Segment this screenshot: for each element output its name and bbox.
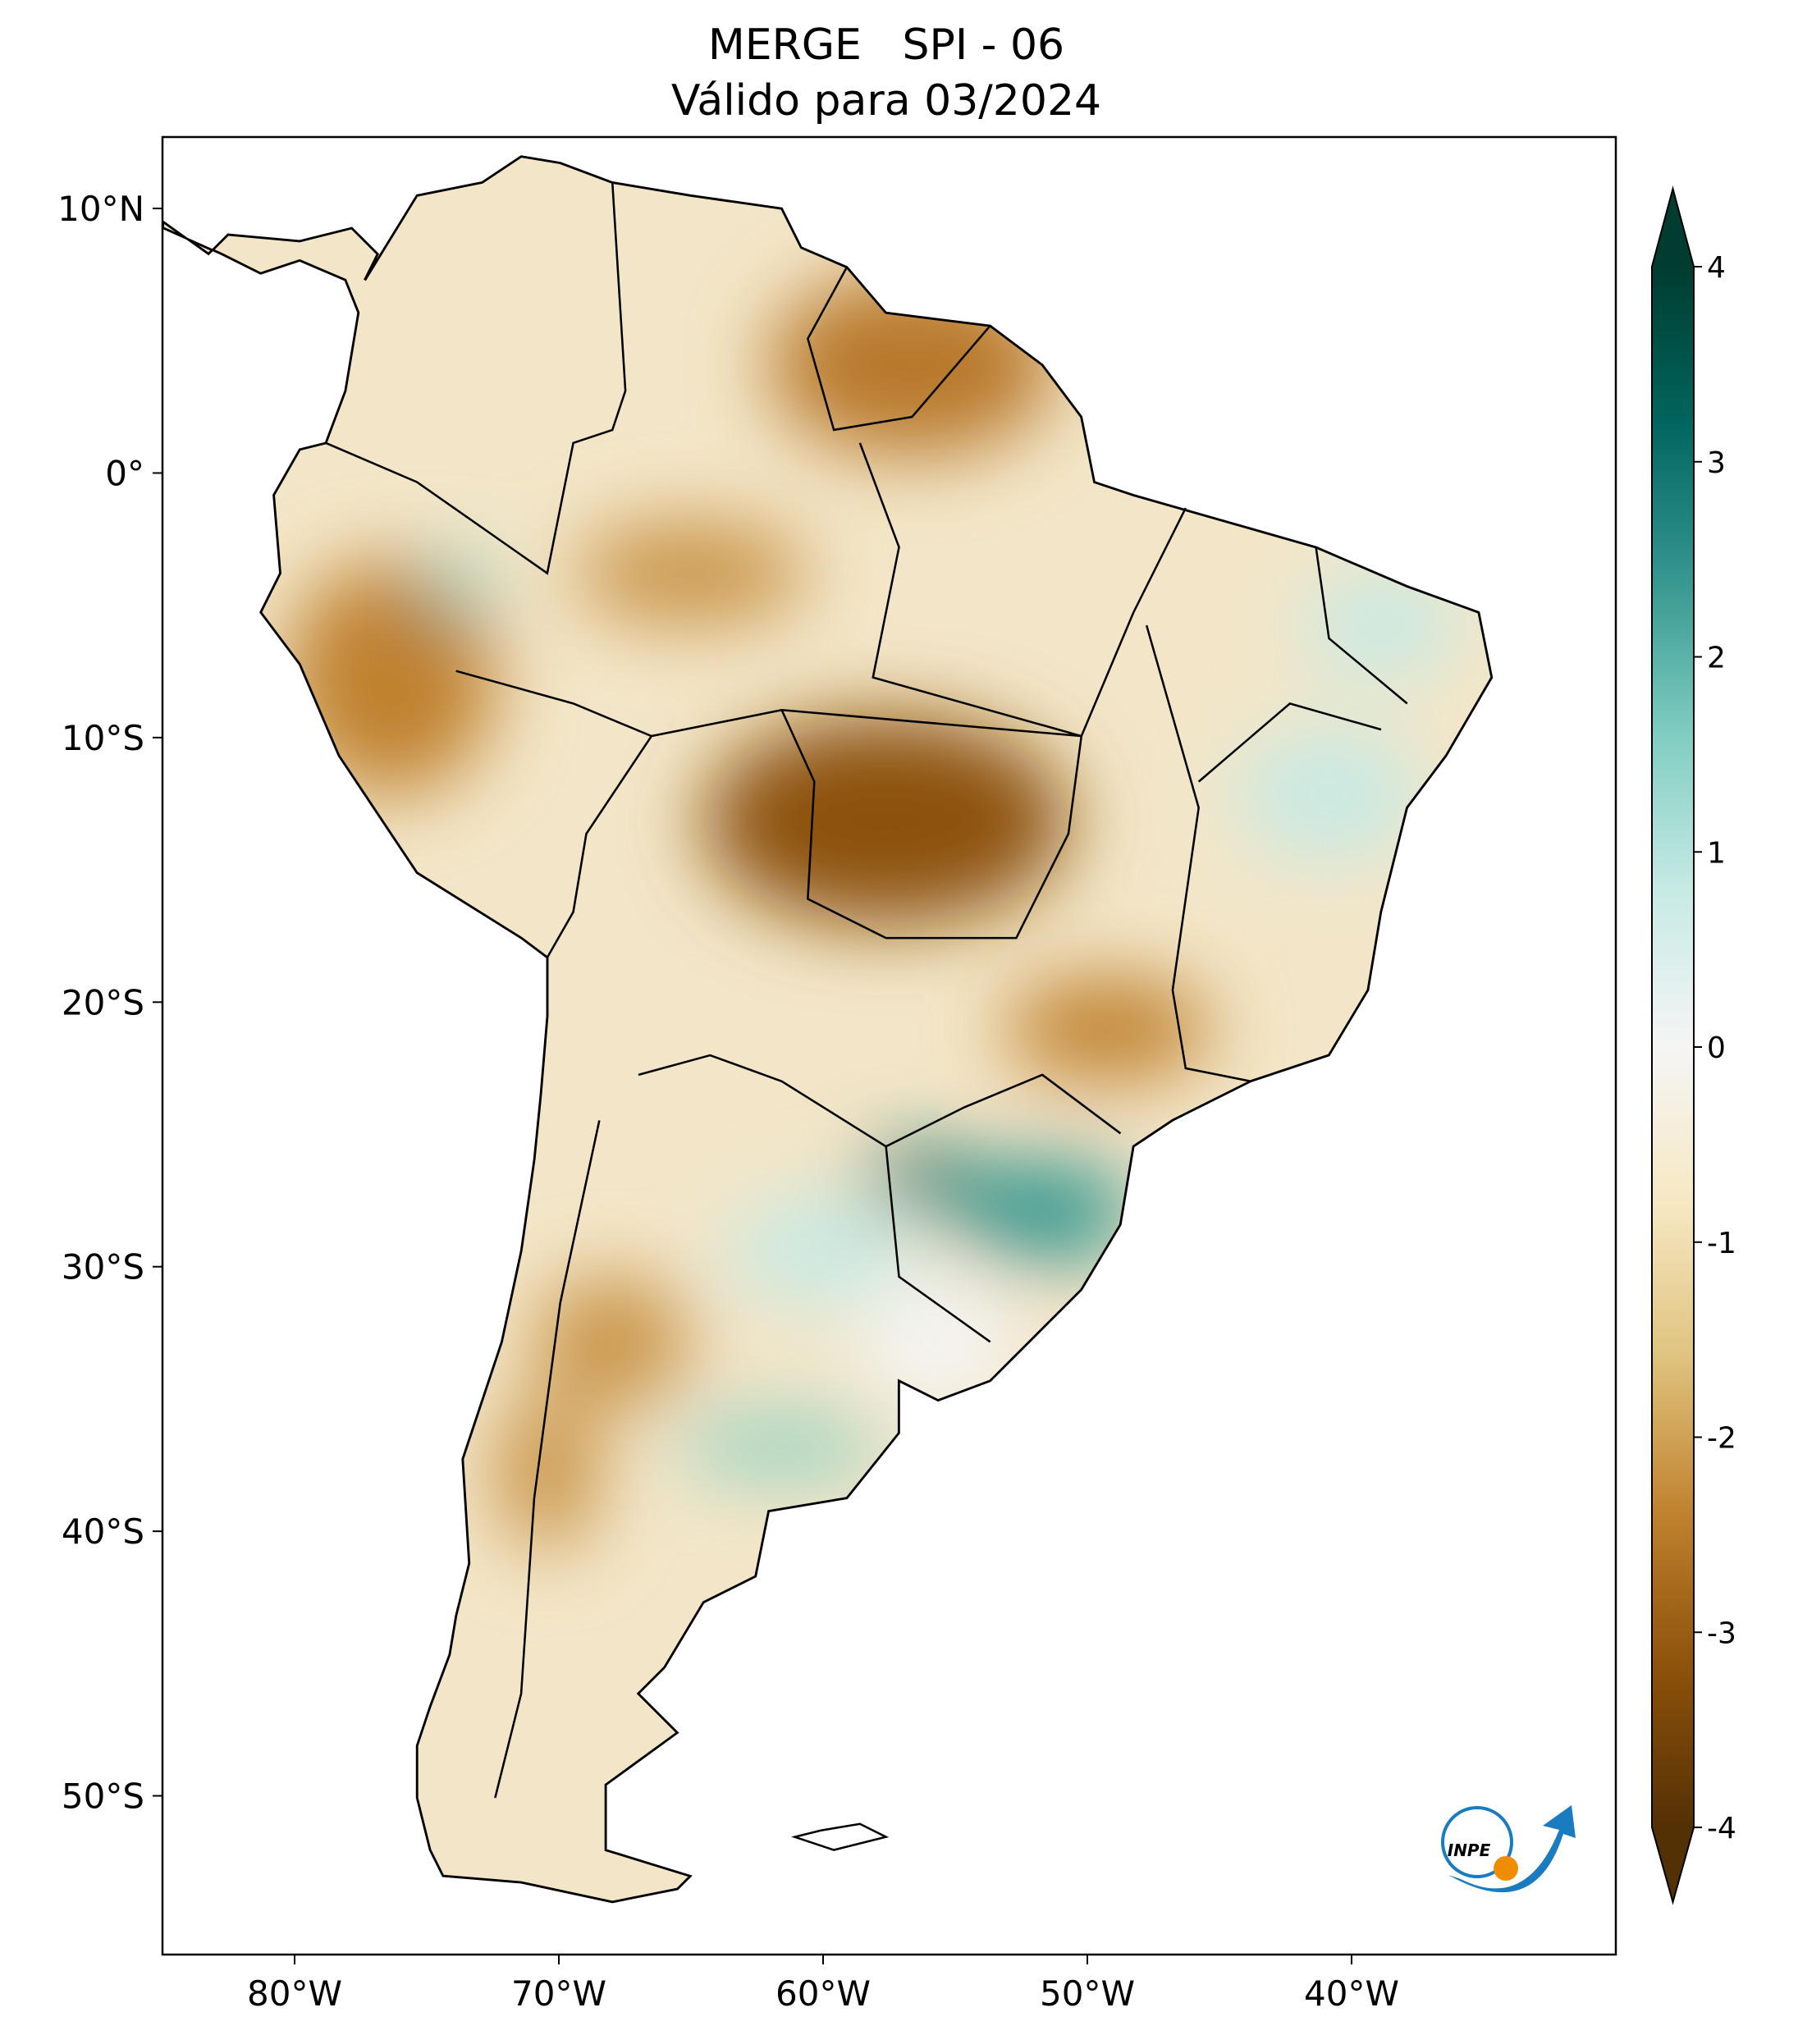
colorbar: -4 -3 -2 -1 0 1 2 3 4 [1651,185,1736,1905]
colorbar-tick-label: 4 [1707,251,1726,285]
colorbar-tick-label: -4 [1707,1812,1736,1845]
colorbar-tick-label: 3 [1707,446,1726,480]
borders [162,155,1494,1904]
y-tick-label: 10°N [57,189,144,229]
x-tick-label: 60°W [775,1973,871,2014]
colorbar-tick-label: -2 [1707,1422,1736,1456]
colorbar-tick-label: -1 [1707,1227,1736,1260]
x-tick-label: 50°W [1040,1973,1135,2014]
y-tick-label: 30°S [62,1247,144,1287]
colorbar-extend-bottom [1652,1827,1694,1902]
map-title: MERGE SPI - 06 [708,21,1064,70]
y-tick-label: 20°S [62,982,144,1022]
x-tick-label: 40°W [1304,1973,1399,2014]
colorbar-tick-label: 2 [1707,642,1726,675]
map-subtitle: Válido para 03/2024 [671,76,1101,126]
colorbar-tick-label: 0 [1707,1031,1726,1065]
x-tick-label: 80°W [247,1973,342,2014]
colorbar-scale [1652,267,1694,1827]
map-frame [161,135,1617,1956]
colorbar-tick-label: -3 [1707,1616,1736,1650]
x-tick-label: 70°W [511,1973,606,2014]
y-tick-label: 50°S [62,1776,144,1817]
logo-text: INPE [1448,1841,1491,1860]
inpe-logo: INPE [1441,1805,1576,1893]
y-tick-label: 0° [105,453,144,493]
colorbar-extend-top [1652,189,1694,267]
colorbar-tick-label: 1 [1707,836,1726,870]
y-tick-label: 40°S [62,1511,144,1552]
spi-field [162,156,1492,1903]
y-tick-label: 10°S [62,718,144,758]
